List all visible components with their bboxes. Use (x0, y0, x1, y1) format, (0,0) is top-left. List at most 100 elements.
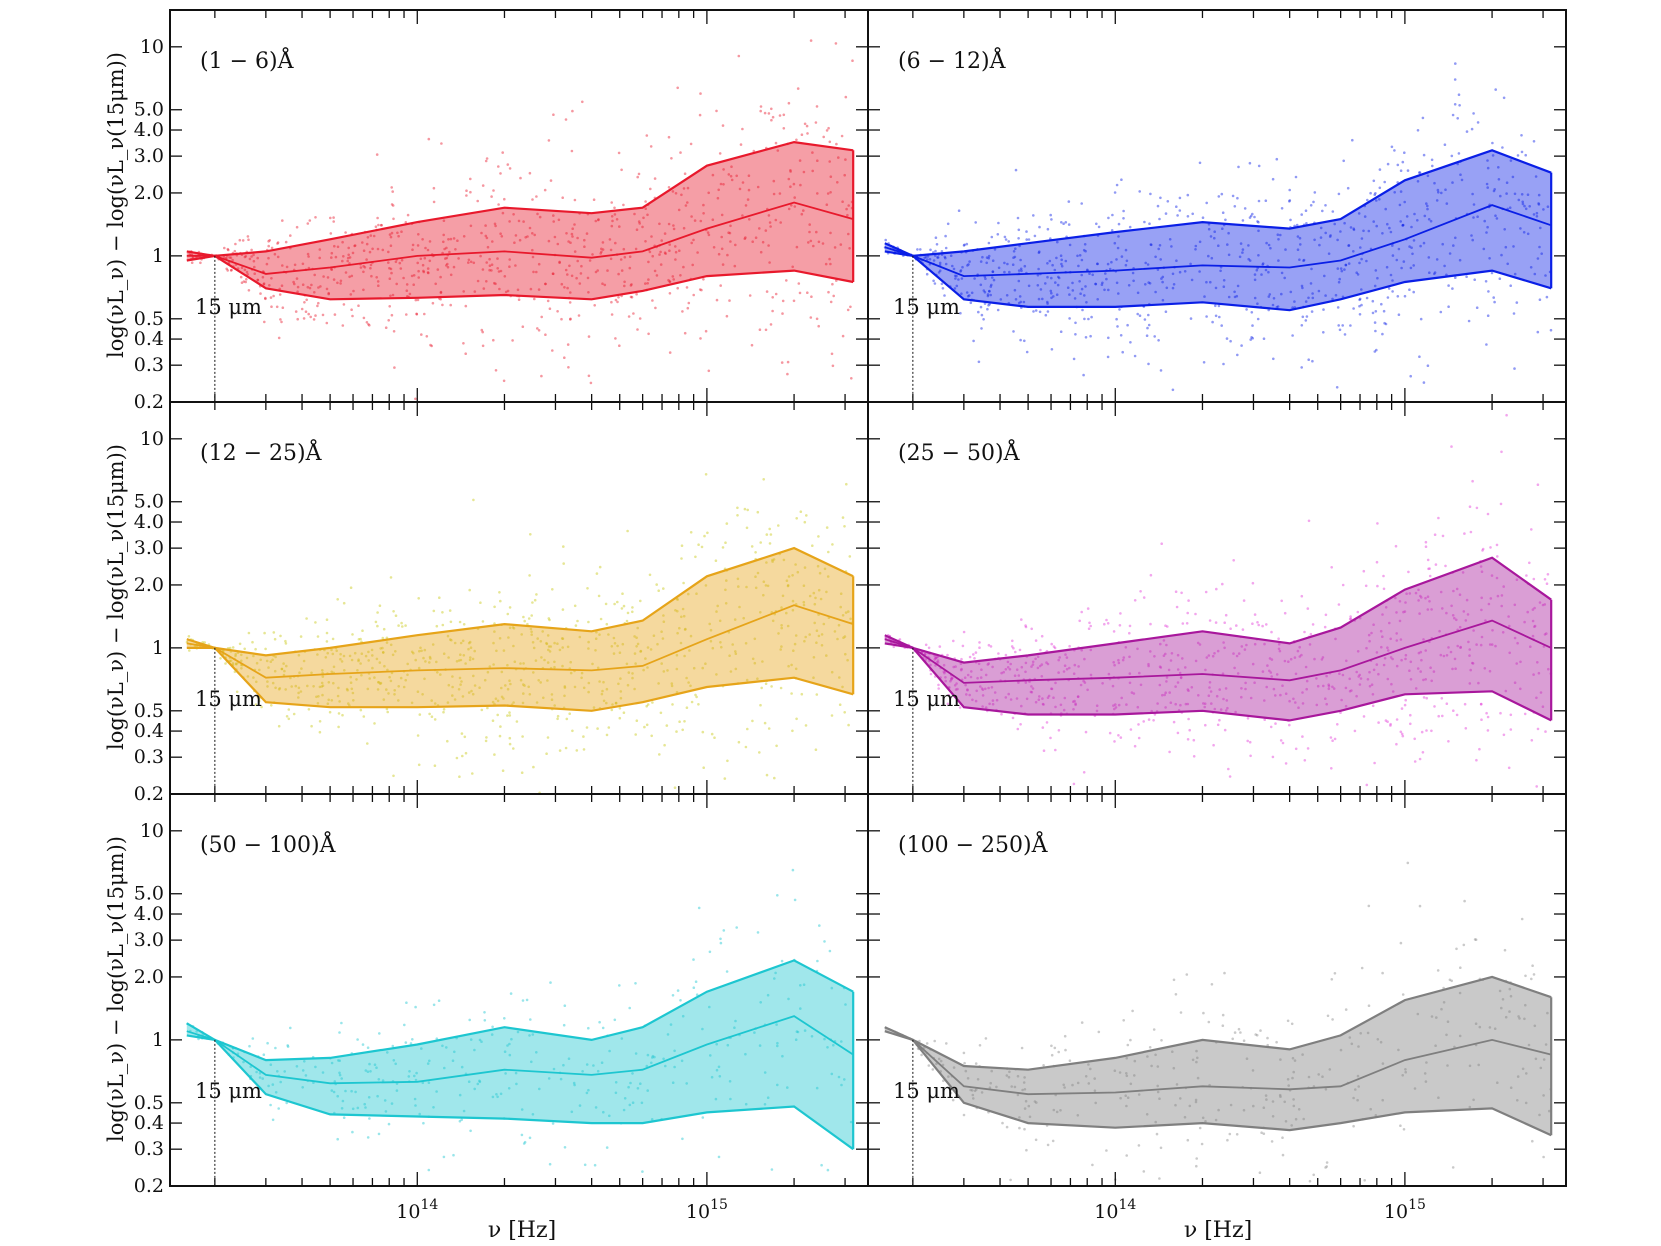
data-point (707, 191, 710, 195)
data-point (1056, 240, 1059, 244)
data-point (265, 262, 269, 266)
data-point (252, 676, 255, 679)
data-point (1360, 257, 1363, 261)
data-point (455, 756, 459, 760)
data-point (408, 292, 412, 296)
data-point (1216, 723, 1220, 727)
data-point (1073, 297, 1077, 300)
data-point (692, 293, 695, 297)
data-point (1016, 727, 1020, 731)
data-point (734, 652, 738, 655)
data-point (289, 234, 292, 237)
data-point (371, 666, 374, 670)
data-point (639, 1082, 642, 1085)
data-point (717, 188, 720, 192)
data-point (392, 330, 396, 333)
data-point (315, 695, 318, 699)
data-point (952, 665, 955, 669)
data-point (503, 1017, 506, 1020)
data-point (457, 257, 460, 260)
data-point (1454, 236, 1457, 240)
data-point (549, 645, 553, 648)
series-line-upper (884, 556, 1552, 664)
data-point (1164, 706, 1167, 709)
data-point (378, 604, 382, 607)
data-point (1455, 713, 1459, 717)
data-point (441, 1044, 444, 1048)
data-point (413, 1097, 417, 1101)
data-point (320, 681, 324, 685)
plot-area (186, 868, 855, 1173)
data-point (1412, 264, 1415, 267)
data-point (381, 646, 384, 650)
data-point (1053, 1046, 1057, 1050)
data-point (1325, 674, 1328, 678)
data-point (500, 235, 504, 238)
data-point (1091, 273, 1094, 277)
data-point (376, 247, 380, 251)
data-point (229, 659, 233, 662)
data-point (1025, 238, 1028, 241)
data-point (1504, 1015, 1508, 1019)
data-point (843, 635, 847, 638)
data-point (1451, 287, 1454, 290)
data-point (605, 687, 609, 691)
data-point (712, 246, 716, 249)
data-point (439, 673, 442, 676)
data-point (721, 263, 725, 266)
y-tick-label: 0.5 (134, 308, 164, 330)
data-point (629, 295, 633, 299)
data-point (898, 638, 902, 641)
data-point (1178, 270, 1182, 274)
data-point (325, 618, 329, 621)
data-point (1213, 652, 1216, 655)
data-point (1419, 244, 1422, 248)
data-point (430, 715, 434, 718)
data-point (966, 673, 970, 677)
data-point (443, 1066, 446, 1070)
data-point (1311, 359, 1314, 363)
data-point (762, 478, 765, 481)
data-point (1395, 639, 1399, 642)
data-point (1334, 637, 1337, 641)
data-point (1304, 209, 1308, 212)
data-point (623, 280, 626, 284)
data-point (1147, 281, 1150, 284)
data-point (1018, 1116, 1021, 1119)
data-point (700, 545, 704, 549)
data-point (573, 604, 577, 608)
data-point (981, 705, 984, 708)
data-point (1490, 574, 1494, 577)
data-point (444, 257, 447, 260)
data-point (458, 775, 461, 778)
data-point (307, 708, 311, 711)
data-point (1132, 279, 1135, 283)
data-point (761, 240, 765, 244)
data-point (973, 277, 976, 280)
data-point (1290, 1124, 1293, 1127)
data-point (484, 739, 488, 743)
data-point (1147, 323, 1151, 327)
data-point (1050, 1044, 1053, 1048)
data-point (1535, 696, 1538, 700)
data-point (570, 149, 574, 153)
data-point (944, 256, 947, 260)
data-point (317, 301, 320, 305)
series-line-lower (186, 1034, 854, 1151)
data-point (686, 186, 690, 190)
data-point (658, 253, 661, 256)
data-point (597, 218, 600, 221)
data-point (521, 735, 524, 738)
data-point (684, 204, 688, 207)
data-point (1077, 264, 1080, 268)
data-point (332, 216, 335, 219)
data-point (799, 510, 803, 513)
data-point (991, 665, 994, 669)
data-point (1289, 218, 1292, 222)
data-point (1430, 679, 1433, 683)
data-point (507, 1087, 511, 1090)
data-point (536, 212, 539, 216)
data-point (1478, 747, 1481, 751)
data-point (1471, 192, 1474, 196)
data-point (364, 654, 368, 658)
